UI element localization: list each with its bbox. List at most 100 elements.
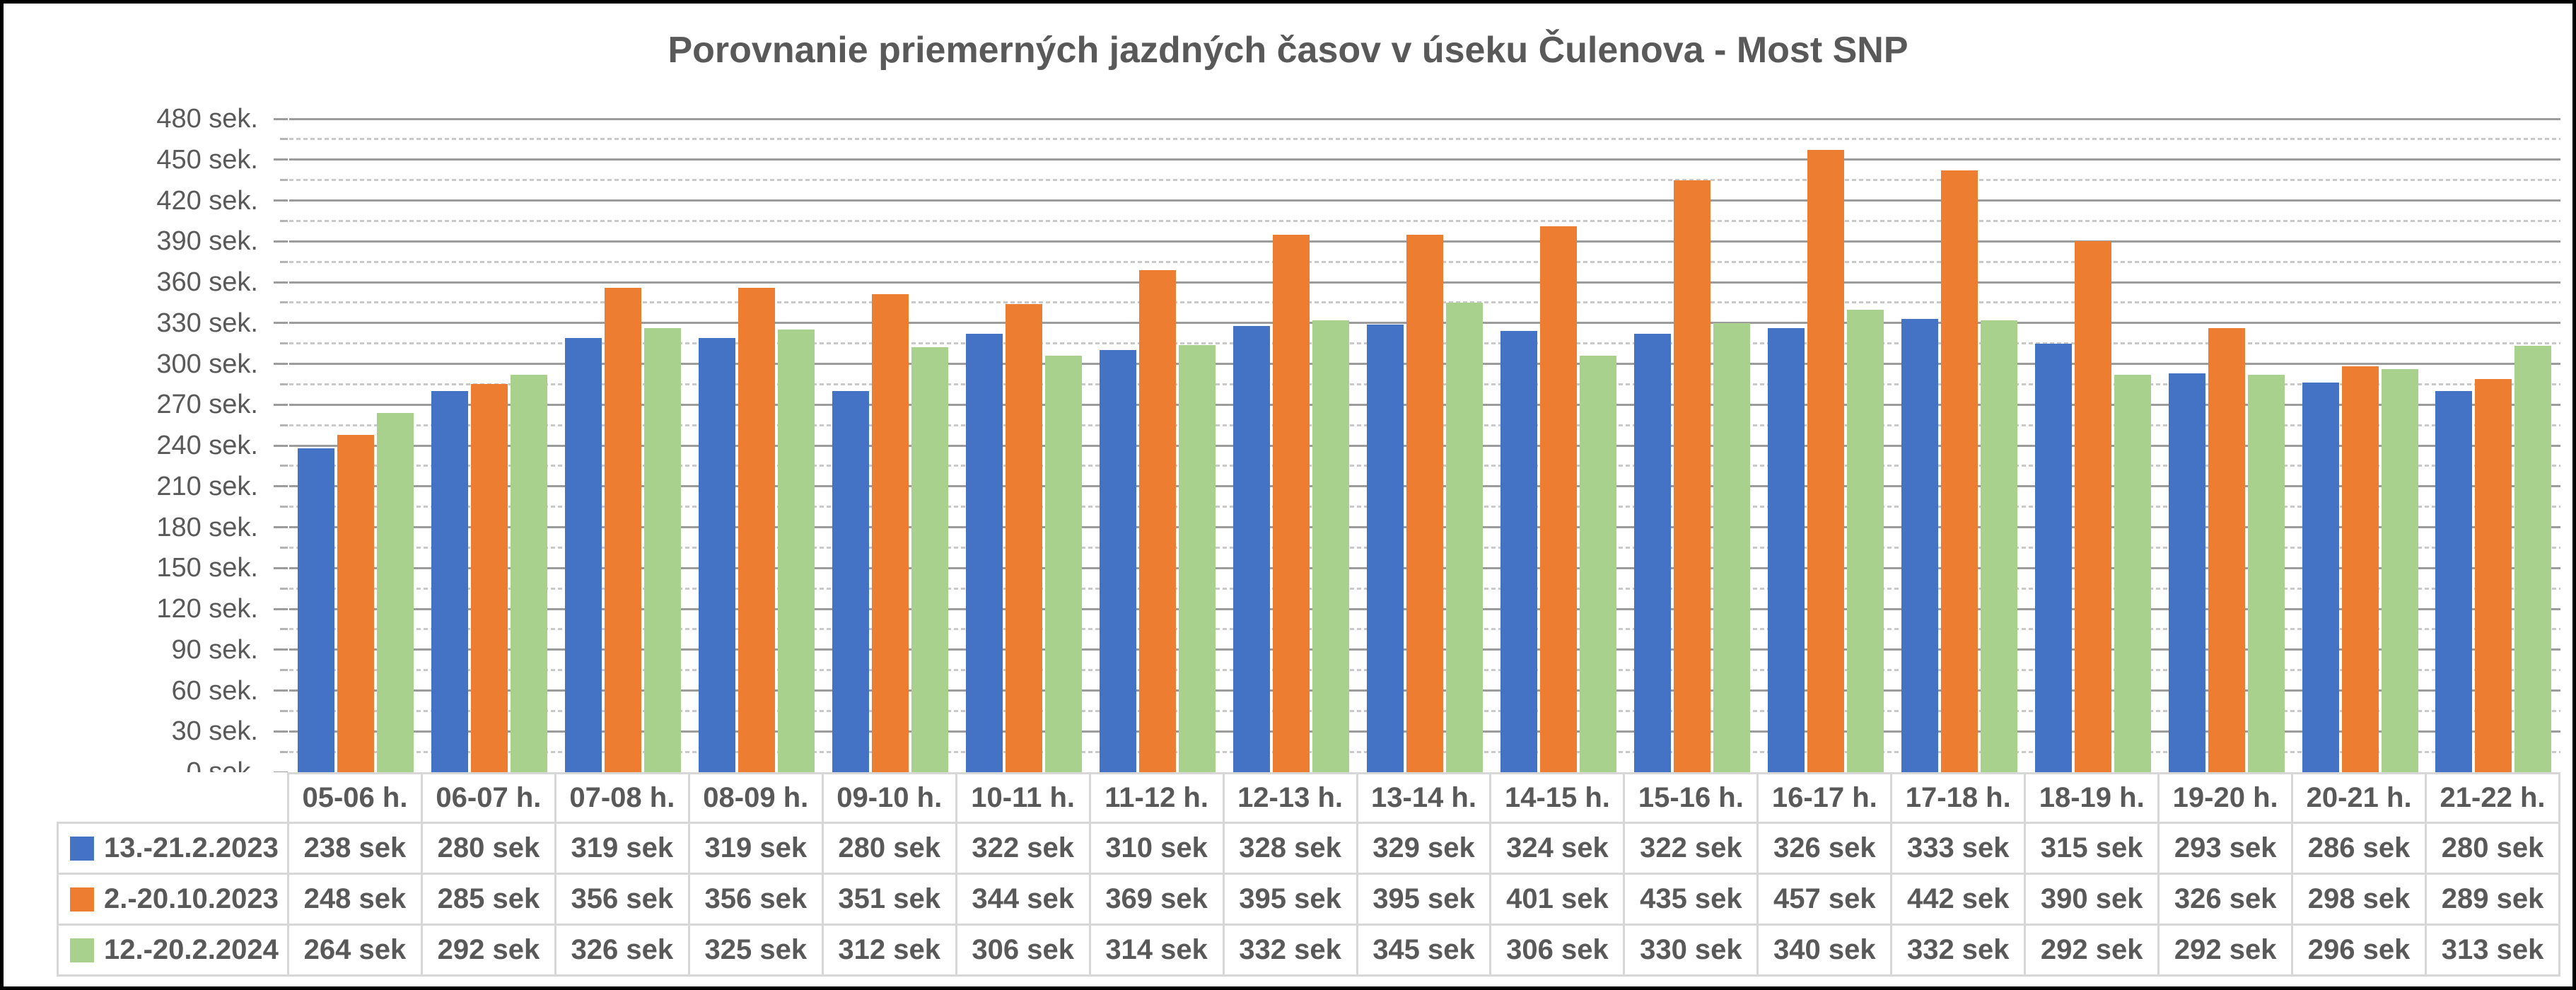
table-value-cell: 264 sek	[289, 926, 423, 977]
bar	[605, 287, 642, 772]
bar	[872, 294, 909, 772]
table-value-cell: 344 sek	[957, 875, 1091, 926]
y-axis-tick	[280, 506, 288, 508]
table-value-cell: 292 sek	[2026, 926, 2160, 977]
legend-swatch	[70, 887, 94, 912]
y-axis-tick	[274, 117, 288, 120]
y-axis-tick	[274, 444, 288, 447]
chart-title: Porovnanie priemerných jazdných časov v …	[668, 30, 1908, 71]
table-value-cell: 313 sek	[2427, 926, 2560, 977]
table-header-cell: 17-18 h.	[1892, 772, 2027, 824]
bar	[1713, 322, 1750, 772]
table-value-cell: 401 sek	[1491, 875, 1626, 926]
table-value-cell: 325 sek	[689, 926, 824, 977]
y-axis-label: 330 sek.	[156, 308, 258, 338]
y-axis-tick	[274, 689, 288, 692]
table-header-cell: 12-13 h.	[1224, 772, 1358, 824]
y-axis-label: 60 sek.	[171, 675, 258, 706]
bar-group	[2427, 119, 2560, 772]
y-axis-label: 30 sek.	[171, 716, 258, 747]
table-value-cell: 319 sek	[556, 824, 690, 875]
y-axis-label: 420 sek.	[156, 185, 258, 216]
table-value-cell: 319 sek	[689, 824, 824, 875]
bar	[2034, 343, 2072, 772]
legend-swatch	[70, 938, 94, 962]
y-axis-tick	[280, 424, 288, 426]
y-axis-tick	[280, 219, 288, 222]
y-axis-tick	[274, 730, 288, 733]
y-axis-tick	[280, 709, 288, 712]
bar-group	[824, 119, 957, 772]
series-name-label: 2.-20.10.2023	[104, 883, 279, 914]
y-axis-tick	[274, 240, 288, 243]
bar	[1539, 226, 1577, 772]
y-axis-tick	[280, 301, 288, 304]
table-value-cell: 289 sek	[2427, 875, 2560, 926]
bar	[1273, 234, 1310, 772]
bar	[1100, 350, 1137, 772]
bar	[1045, 355, 1083, 772]
table-value-cell: 356 sek	[556, 875, 690, 926]
bar	[2302, 383, 2339, 772]
table-value-cell: 310 sek	[1090, 824, 1225, 875]
bar	[832, 391, 870, 772]
gridline-major	[289, 199, 2560, 202]
gridline-major	[289, 158, 2560, 161]
table-value-cell: 306 sek	[957, 926, 1091, 977]
table-value-cell: 345 sek	[1358, 926, 1492, 977]
gridline-major	[289, 117, 2560, 120]
y-axis-tick	[280, 342, 288, 345]
bar	[2341, 366, 2379, 772]
bar	[1312, 320, 1350, 772]
legend-swatch	[70, 836, 94, 861]
bar-group	[1091, 119, 1225, 772]
table-value-cell: 390 sek	[2026, 875, 2160, 926]
bar-group	[1491, 119, 1625, 772]
gridline-minor	[289, 179, 2560, 182]
table-value-cell: 326 sek	[2160, 875, 2294, 926]
table-value-cell: 332 sek	[1224, 926, 1358, 977]
bar	[511, 374, 548, 772]
table-header-cell: 19-20 h.	[2160, 772, 2294, 824]
bar	[2475, 378, 2512, 772]
table-header-cell: 10-11 h.	[957, 772, 1091, 824]
table-header-cell: 08-09 h.	[689, 772, 824, 824]
y-axis-label: 150 sek.	[156, 553, 258, 583]
table-value-cell: 280 sek	[422, 824, 556, 875]
bar	[1233, 325, 1271, 772]
table-value-cell: 312 sek	[823, 926, 957, 977]
bar	[1807, 150, 1844, 772]
table-value-cell: 285 sek	[422, 875, 556, 926]
table-value-cell: 328 sek	[1224, 824, 1358, 875]
table-header-cell: 11-12 h.	[1090, 772, 1225, 824]
table-corner-cell	[57, 772, 289, 824]
table-value-cell: 293 sek	[2160, 824, 2294, 875]
y-axis-label: 210 sek.	[156, 471, 258, 501]
bar	[1500, 331, 1537, 772]
bar	[1673, 180, 1710, 772]
y-axis-tick	[280, 179, 288, 182]
bar-group	[1759, 119, 1892, 772]
bar	[738, 287, 776, 772]
table-header-cell: 06-07 h.	[422, 772, 556, 824]
bar	[1767, 328, 1805, 772]
bar	[431, 391, 469, 772]
bar	[778, 330, 815, 772]
y-axis-label: 390 sek.	[156, 226, 258, 257]
bar-group	[2026, 119, 2160, 772]
bar-group	[2160, 119, 2293, 772]
bar	[2168, 373, 2205, 772]
y-axis-label: 300 sek.	[156, 349, 258, 379]
table-value-cell: 395 sek	[1358, 875, 1492, 926]
table-header-cell: 14-15 h.	[1491, 772, 1626, 824]
bar	[337, 434, 375, 772]
table-value-cell: 351 sek	[823, 875, 957, 926]
bar	[644, 328, 682, 772]
bar	[699, 337, 736, 772]
table-value-cell: 340 sek	[1759, 926, 1893, 977]
y-axis-label: 240 sek.	[156, 431, 258, 460]
table-header-cell: 15-16 h.	[1625, 772, 1759, 824]
bar	[966, 334, 1003, 772]
y-axis-label: 90 sek.	[171, 634, 258, 665]
table-value-cell: 322 sek	[1625, 824, 1759, 875]
